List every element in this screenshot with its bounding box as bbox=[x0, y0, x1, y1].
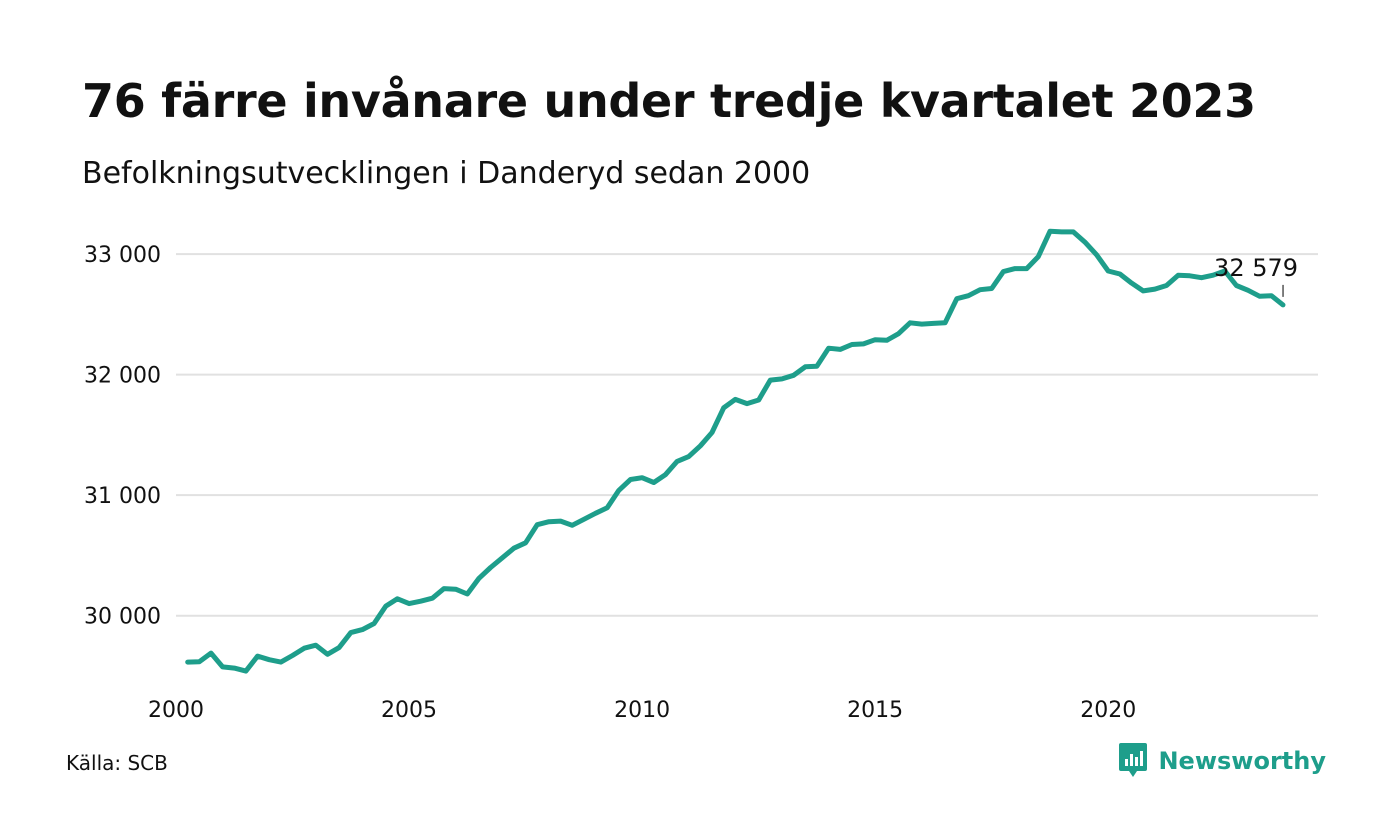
series-layer bbox=[185, 228, 1286, 674]
bar-chart-speech-bubble-icon bbox=[1119, 743, 1148, 777]
x-tick-label: 2000 bbox=[148, 698, 204, 723]
source-note: Källa: SCB bbox=[66, 751, 168, 775]
x-tick-label: 2010 bbox=[614, 698, 670, 723]
x-tick-label: 2015 bbox=[847, 698, 903, 723]
chart-title: 76 färre invånare under tredje kvartalet… bbox=[82, 74, 1256, 128]
grid-lines bbox=[176, 253, 1318, 617]
y-tick-label: 30 000 bbox=[84, 605, 161, 630]
brand-logo: Newsworthy bbox=[1118, 742, 1326, 780]
y-axis-ticks: 30 000 31 000 32 000 33 000 bbox=[84, 243, 161, 630]
series-line bbox=[185, 228, 1286, 674]
x-tick-label: 2020 bbox=[1080, 698, 1136, 723]
x-axis-ticks: 2000 2005 2010 2015 2020 bbox=[148, 698, 1136, 723]
y-tick-label: 32 000 bbox=[84, 364, 161, 389]
chart-subtitle: Befolkningsutvecklingen i Danderyd sedan… bbox=[82, 156, 811, 191]
x-tick-label: 2005 bbox=[381, 698, 437, 723]
last-value-label: 32 579 bbox=[1214, 254, 1298, 282]
brand-name: Newsworthy bbox=[1158, 747, 1326, 775]
y-tick-label: 33 000 bbox=[84, 243, 161, 268]
y-tick-label: 31 000 bbox=[84, 484, 161, 509]
annotations: 32 579 bbox=[1214, 254, 1298, 297]
